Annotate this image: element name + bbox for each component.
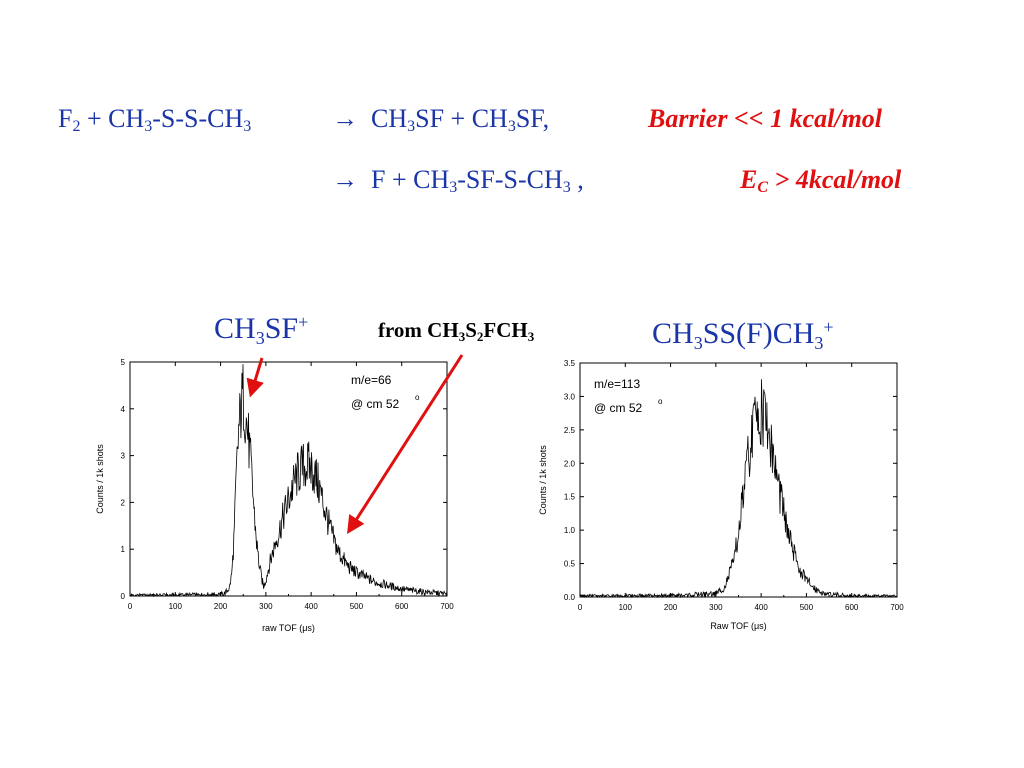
eq2-p3: ,	[570, 165, 584, 194]
plot-frame	[129, 361, 448, 597]
x-tick-label: 400	[754, 603, 768, 612]
left-species-sub: 3	[255, 328, 265, 348]
arrow-to-tail	[347, 354, 464, 535]
y-tick-label: 5	[121, 358, 126, 367]
plot-frame	[579, 362, 898, 598]
ec-text: EC > 4kcal/mol	[740, 167, 901, 196]
x-tick-label: 500	[800, 603, 814, 612]
eq1-sub-c: 3	[407, 118, 416, 135]
eq2-sub-b: 3	[562, 179, 571, 196]
from-a: from CH	[378, 318, 459, 342]
eq1-arrow: →	[332, 104, 358, 133]
x-tick-label: 500	[350, 602, 364, 611]
y-tick-label: 3.5	[564, 359, 576, 368]
y-tick-label: 3.0	[564, 392, 576, 401]
series-line	[130, 364, 448, 598]
from-c: FCH	[483, 318, 528, 342]
y-tick-label: 3	[121, 452, 126, 461]
y-tick-label: 4	[121, 405, 126, 414]
eq1-sub-b: 3	[243, 118, 252, 135]
right-species-b: SS(F)CH	[702, 317, 815, 350]
x-tick-label: 700	[890, 603, 904, 612]
right-chart: 0 100 200 300 400 500 600 700 0.0 0.5 1.0 1.5 2.0 2.5…	[538, 359, 904, 631]
barrier-text: Barrier << 1 kcal/mol	[648, 104, 883, 133]
annotation-mass: m/e=113	[594, 377, 640, 391]
x-tick-label: 100	[169, 602, 183, 611]
eq2-arrow: →	[332, 165, 358, 194]
from-sub2: 2	[476, 329, 484, 344]
y-tick-label: 2.0	[564, 459, 576, 468]
from-b: S	[465, 318, 477, 342]
x-tick-label: 100	[619, 603, 633, 612]
eq1-ss: -S-S-CH	[152, 104, 244, 133]
eq2-sub-a: 3	[449, 179, 458, 196]
x-tick-label: 400	[304, 602, 318, 611]
ec-sub: C	[757, 179, 769, 196]
x-tick-label: 0	[578, 603, 583, 612]
eq1-plus: + CH	[80, 104, 145, 133]
y-tick-label: 1.0	[564, 526, 576, 535]
x-axis-label: raw TOF (μs)	[262, 623, 315, 633]
equation-line-1: F2 + CH3-S-S-CH3	[58, 106, 251, 135]
annotation-mass: m/e=66	[351, 373, 392, 387]
eq2-p1: F + CH	[371, 165, 450, 194]
y-axis-label: Counts / 1k shots	[95, 444, 105, 514]
from-sub1: 3	[458, 329, 466, 344]
left-species-b: SF	[264, 312, 299, 345]
right-species-sup: +	[823, 317, 834, 337]
y-tick-label: 1	[121, 545, 126, 554]
eq1-f-sub: 2	[72, 118, 81, 135]
equation-line-1-products: → CH3SF + CH3SF,	[332, 106, 549, 135]
x-tick-label: 600	[395, 602, 409, 611]
eq1-p2: SF + CH	[415, 104, 508, 133]
annotation-position: @ cm 52	[351, 397, 400, 411]
left-species-a: CH	[214, 312, 256, 345]
left-chart: 0 100 200 300 400 500 600 700 0 1 2 3 4 5 raw TOF (μs)…	[95, 358, 454, 633]
ec-e: E	[740, 165, 758, 194]
left-species-label: CH3SF+	[214, 313, 308, 347]
left-species-sup: +	[298, 312, 309, 332]
x-tick-label: 300	[259, 602, 273, 611]
eq1-sub-a: 3	[144, 118, 153, 135]
annotation-arrows	[246, 354, 464, 535]
eq1-p1: CH	[371, 104, 408, 133]
right-species-label: CH3SS(F)CH3+	[652, 318, 834, 352]
ec-rest: > 4kcal/mol	[768, 165, 902, 194]
y-tick-label: 0	[121, 592, 126, 601]
annotation-degree: o	[658, 397, 663, 406]
y-tick-label: 2.5	[564, 426, 576, 435]
annotation-position: @ cm 52	[594, 401, 643, 415]
from-label: from CH3S2FCH3	[378, 318, 535, 344]
eq1-p3: SF,	[515, 104, 550, 133]
y-axis-label: Counts / 1k shots	[538, 445, 548, 515]
annotation-degree: o	[415, 393, 420, 402]
y-tick-label: 0.0	[564, 593, 576, 602]
eq1-sub-d: 3	[507, 118, 516, 135]
right-species-sub2: 3	[814, 333, 824, 353]
x-tick-label: 200	[664, 603, 678, 612]
series-line	[579, 379, 898, 599]
x-axis-label: Raw TOF (μs)	[710, 621, 766, 631]
x-tick-label: 200	[214, 602, 228, 611]
y-tick-label: 0.5	[564, 560, 576, 569]
x-tick-label: 300	[709, 603, 723, 612]
eq1-f: F	[58, 104, 73, 133]
arrow-to-first-peak	[246, 357, 264, 398]
right-species-a: CH	[652, 317, 694, 350]
x-tick-label: 0	[128, 602, 133, 611]
x-tick-label: 600	[845, 603, 859, 612]
x-tick-label: 700	[440, 602, 454, 611]
right-species-sub: 3	[693, 333, 703, 353]
eq2-p2: -SF-S-CH	[457, 165, 563, 194]
from-sub3: 3	[527, 329, 535, 344]
y-tick-label: 1.5	[564, 493, 576, 502]
equation-line-2: → F + CH3-SF-S-CH3 ,	[332, 167, 584, 196]
y-tick-label: 2	[121, 498, 126, 507]
